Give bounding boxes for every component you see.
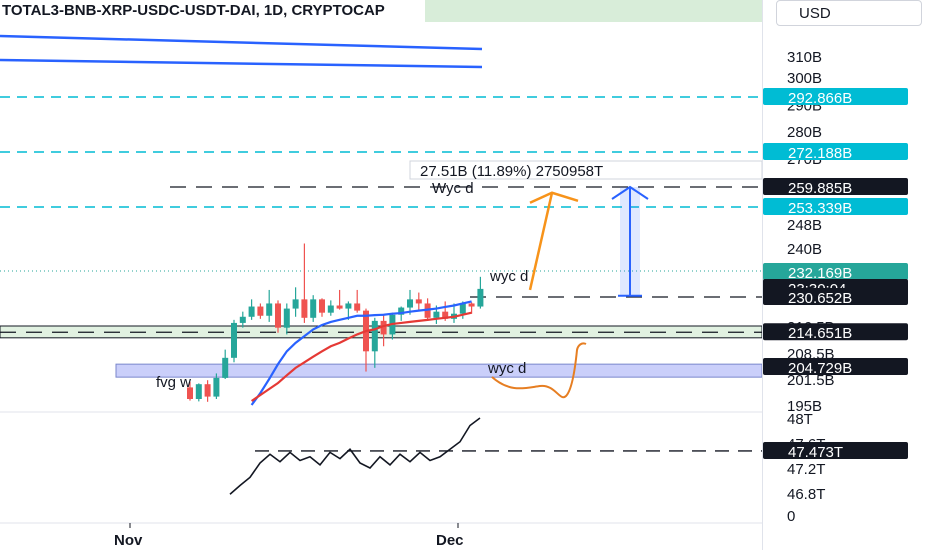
label-wyc-d-middle: wyc d xyxy=(489,268,528,285)
price-label-text-3: 253.339B xyxy=(788,200,852,217)
price-label-text-6: 230.652B xyxy=(788,290,852,307)
candle-body-9 xyxy=(266,303,273,316)
candle-body-18 xyxy=(345,303,352,309)
y-tick-label-9: 201.5B xyxy=(787,372,835,389)
candle-body-24 xyxy=(398,307,405,315)
candle-body-17 xyxy=(336,305,343,309)
y-tick-label-6: 240B xyxy=(787,241,822,258)
indicator-y-tick-2: 47.2T xyxy=(787,461,825,478)
y-tick-label-0: 310B xyxy=(787,49,822,66)
price-label-text-1: 272.188B xyxy=(788,145,852,162)
indicator-y-tick-4: 0 xyxy=(787,508,795,525)
price-label-text-7: 214.651B xyxy=(788,325,852,342)
candle-body-31 xyxy=(459,303,466,314)
price-label-badge-4 xyxy=(763,263,908,280)
indicator-y-tick-3: 46.8T xyxy=(787,486,825,503)
y-tick-label-1: 300B xyxy=(787,70,822,87)
candle-body-0 xyxy=(187,387,193,399)
y-tick-label-10: 195B xyxy=(787,398,822,415)
price-label-text-2: 259.885B xyxy=(788,180,852,197)
price-label-badge-0 xyxy=(763,88,908,105)
candle-body-12 xyxy=(292,299,299,309)
candle-body-33 xyxy=(477,288,484,307)
zone-top-green xyxy=(425,0,762,22)
candle-body-6 xyxy=(239,316,246,323)
candle-body-29 xyxy=(442,311,449,319)
price-label-text-0: 292.866B xyxy=(788,90,852,107)
currency-selector[interactable]: USD xyxy=(776,0,922,26)
price-label-badge-2 xyxy=(763,178,908,195)
candle-body-26 xyxy=(415,299,422,304)
candle-body-3 xyxy=(213,377,220,397)
x-tick-label-nov: Nov xyxy=(114,532,143,549)
moving-average-0 xyxy=(250,300,472,406)
projection-arrow-head xyxy=(529,191,579,204)
x-tick-label-dec: Dec xyxy=(436,532,464,549)
candle-body-21 xyxy=(371,320,378,352)
label-wyc-d-lower: wyc d xyxy=(487,360,526,377)
indicator-line xyxy=(229,417,481,495)
price-label-badge-8 xyxy=(763,358,908,376)
price-label-text-8: 204.729B xyxy=(788,360,852,377)
y-tick-label-3: 280B xyxy=(787,124,822,141)
indicator-price-badge xyxy=(763,441,908,459)
measure-arrow-head xyxy=(611,185,649,200)
label-wyc-d-upper: Wyc d xyxy=(432,180,474,197)
price-axis-separator xyxy=(762,0,763,550)
price-label-badge-3 xyxy=(763,198,908,215)
candle-body-11 xyxy=(283,308,290,328)
candle-body-14 xyxy=(310,299,317,318)
hand-drawn-curve xyxy=(491,342,587,399)
fvg-zone-blue xyxy=(115,363,763,378)
ma-long-2 xyxy=(0,58,483,69)
chart-title: TOTAL3-BNB-XRP-USDC-USDT-DAI, 1D, CRYPTO… xyxy=(2,2,385,19)
candle-body-22 xyxy=(380,320,387,335)
candle-body-25 xyxy=(407,299,413,308)
candle-body-19 xyxy=(354,303,361,311)
label-fvg: fvg w xyxy=(156,374,191,391)
indicator-y-tick-0: 48T xyxy=(787,411,813,428)
candle-body-10 xyxy=(275,303,281,328)
y-tick-label-5: 248B xyxy=(787,217,822,234)
moving-average-1 xyxy=(250,311,472,402)
price-label-badge-1 xyxy=(763,143,908,160)
projection-arrow xyxy=(528,192,554,291)
candle-body-2 xyxy=(204,384,211,397)
candle-body-5 xyxy=(231,322,237,358)
indicator-price-label: 47.473T xyxy=(788,444,843,461)
candle-body-7 xyxy=(248,306,255,317)
candle-body-15 xyxy=(319,299,325,313)
candle-body-16 xyxy=(327,305,334,313)
candle-body-28 xyxy=(433,311,440,318)
price-label-text-4: 232.169B xyxy=(788,265,852,282)
candle-body-4 xyxy=(222,357,229,378)
candle-body-32 xyxy=(468,303,475,307)
ma-long-1 xyxy=(0,34,483,51)
price-label-badge-6 xyxy=(763,288,908,305)
candle-body-1 xyxy=(195,384,202,399)
candle-body-13 xyxy=(301,299,308,318)
candle-body-8 xyxy=(257,306,264,316)
measure-label: 27.51B (11.89%) 2750958T xyxy=(420,163,603,180)
price-label-badge-7 xyxy=(763,323,908,341)
